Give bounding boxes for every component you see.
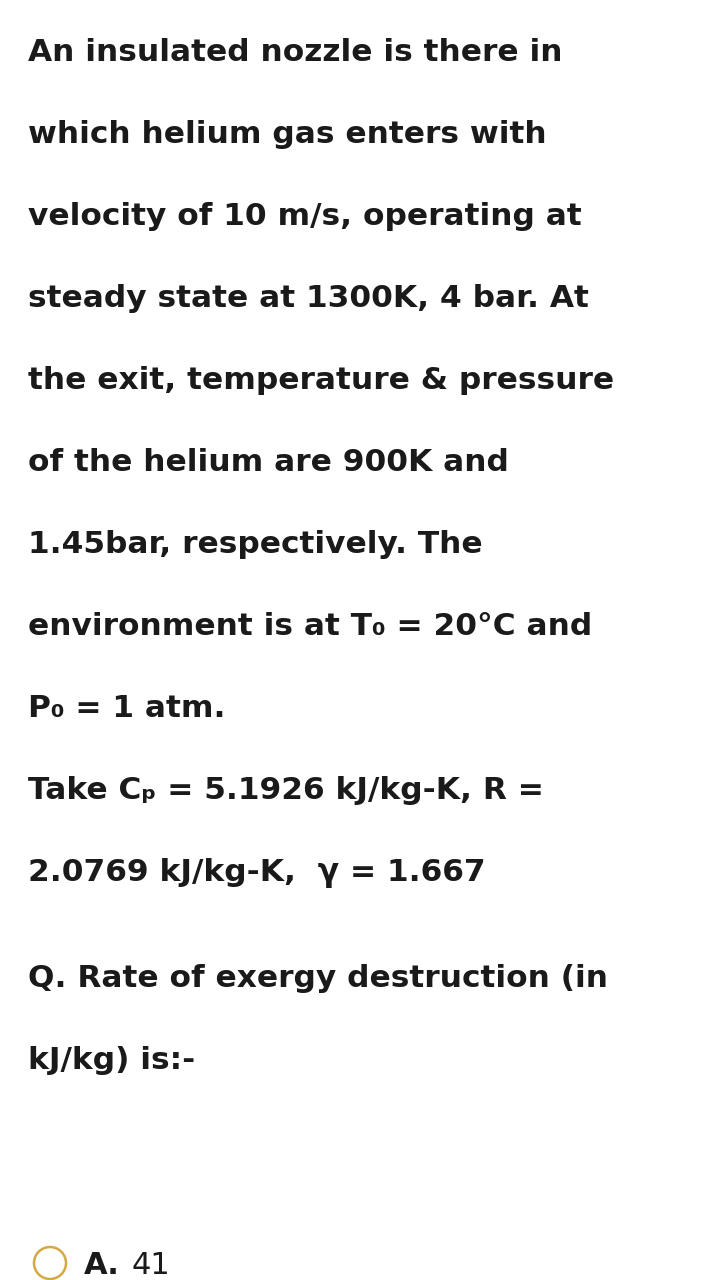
Text: 2.0769 kJ/kg-K,  γ = 1.667: 2.0769 kJ/kg-K, γ = 1.667 (28, 858, 486, 888)
Text: Take Cₚ = 5.1926 kJ/kg-K, R =: Take Cₚ = 5.1926 kJ/kg-K, R = (28, 776, 544, 805)
Text: A.: A. (84, 1251, 120, 1280)
Text: which helium gas enters with: which helium gas enters with (28, 120, 547, 148)
Text: 41: 41 (132, 1251, 171, 1280)
Text: Q. Rate of exergy destruction (in: Q. Rate of exergy destruction (in (28, 964, 608, 993)
Text: steady state at 1300K, 4 bar. At: steady state at 1300K, 4 bar. At (28, 284, 589, 314)
Text: velocity of 10 m/s, operating at: velocity of 10 m/s, operating at (28, 202, 582, 230)
Text: 1.45bar, respectively. The: 1.45bar, respectively. The (28, 530, 483, 559)
Text: the exit, temperature & pressure: the exit, temperature & pressure (28, 366, 614, 396)
Text: P₀ = 1 atm.: P₀ = 1 atm. (28, 694, 226, 723)
Text: An insulated nozzle is there in: An insulated nozzle is there in (28, 38, 562, 67)
Text: of the helium are 900K and: of the helium are 900K and (28, 448, 509, 477)
Text: kJ/kg) is:-: kJ/kg) is:- (28, 1046, 195, 1075)
Text: environment is at T₀ = 20°C and: environment is at T₀ = 20°C and (28, 612, 592, 641)
